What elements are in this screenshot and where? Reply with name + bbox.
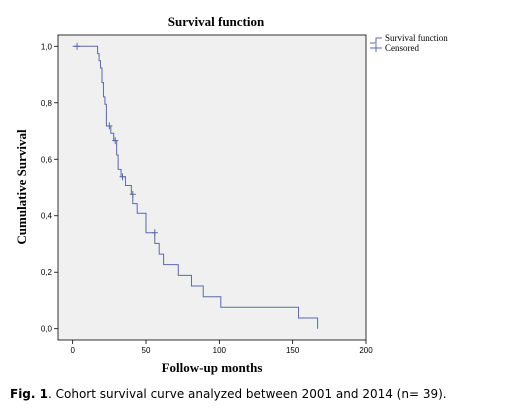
y-tick-label: 0,4 (41, 212, 53, 221)
chart-title: Survival function (168, 14, 265, 29)
y-axis-label: Cumulative Survival (14, 129, 29, 245)
y-tick-label: 0,6 (41, 155, 53, 164)
x-tick-label: 100 (213, 346, 227, 355)
plot-content (72, 42, 319, 329)
x-tick-label: 200 (359, 346, 373, 355)
plot-area (57, 34, 367, 341)
y-axis: 0,0 0,2 0,4 0,6 0,8 1,0 (41, 42, 58, 334)
x-axis: 0 50 100 150 200 (70, 340, 373, 355)
y-tick-label: 0,2 (41, 268, 53, 277)
legend: Survival function Censored (370, 33, 448, 53)
censored-marker (119, 173, 126, 181)
legend-label-censored: Censored (385, 43, 419, 53)
censored-marker (106, 122, 113, 130)
x-tick-label: 0 (70, 346, 75, 355)
censored-marker (151, 229, 158, 237)
censored-marker (112, 137, 119, 145)
survival-step-line (72, 45, 319, 329)
y-tick-label: 1,0 (41, 42, 53, 51)
censored-marker (74, 42, 81, 50)
figure-number: Fig. 1 (10, 387, 48, 401)
caption-text: . Cohort survival curve analyzed between… (48, 387, 447, 401)
x-tick-label: 50 (142, 346, 151, 355)
y-tick-label: 0,0 (41, 325, 53, 334)
censored-marker (129, 190, 136, 198)
legend-censored-icon (370, 44, 382, 52)
legend-line-icon (370, 37, 382, 44)
legend-label-survival: Survival function (385, 33, 448, 43)
y-tick-label: 0,8 (41, 99, 53, 108)
x-tick-label: 150 (286, 346, 300, 355)
figure-caption: Fig. 1. Cohort survival curve analyzed b… (10, 387, 505, 401)
x-axis-label: Follow-up months (162, 360, 263, 375)
